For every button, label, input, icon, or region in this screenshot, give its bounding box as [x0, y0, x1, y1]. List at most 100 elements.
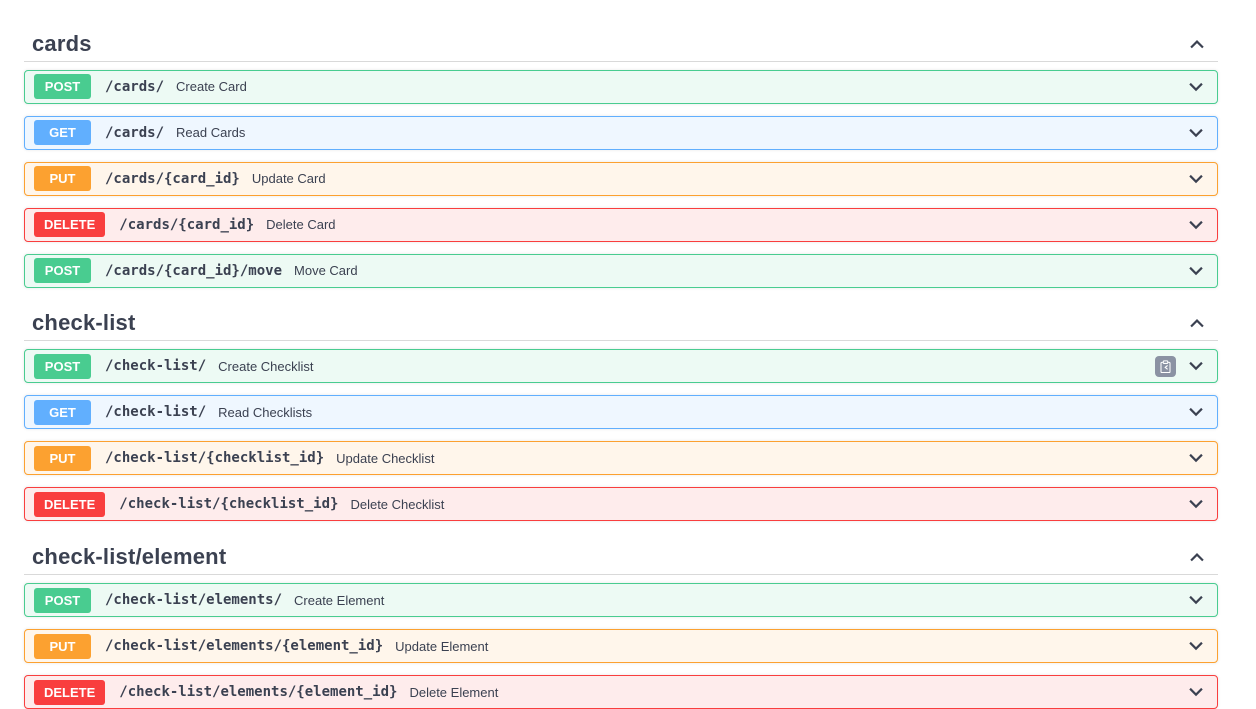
operation-row[interactable]: DELETE /cards/{card_id} Delete Card: [24, 207, 1218, 242]
chevron-down-icon: [1185, 493, 1207, 515]
method-badge: POST: [34, 258, 91, 284]
chevron-down-icon: [1185, 168, 1207, 190]
row-actions: [1185, 681, 1207, 703]
chevron-down-icon: [1185, 401, 1207, 423]
endpoint-summary: Create Element: [294, 592, 385, 608]
clipboard-icon: [1158, 359, 1173, 374]
operations-list: POST /check-list/ Create Checklist: [24, 349, 1218, 522]
operation-row[interactable]: POST /check-list/ Create Checklist: [24, 349, 1218, 384]
row-actions: [1185, 214, 1207, 236]
chevron-down-icon: [1185, 355, 1207, 377]
operation-row[interactable]: DELETE /check-list/{checklist_id} Delete…: [24, 487, 1218, 522]
expand-operation-button[interactable]: [1185, 447, 1207, 469]
expand-operation-button[interactable]: [1185, 168, 1207, 190]
chevron-down-icon: [1185, 635, 1207, 657]
expand-operation-button[interactable]: [1185, 589, 1207, 611]
row-actions: [1185, 401, 1207, 423]
operations-list: POST /check-list/elements/ Create Elemen…: [24, 583, 1218, 709]
row-actions: [1185, 589, 1207, 611]
expand-operation-button[interactable]: [1185, 635, 1207, 657]
expand-operation-button[interactable]: [1185, 493, 1207, 515]
row-actions: [1185, 122, 1207, 144]
endpoint-path: /cards/{card_id}: [105, 170, 240, 187]
chevron-down-icon: [1185, 76, 1207, 98]
tag-title: cards: [32, 30, 92, 56]
method-badge: POST: [34, 353, 91, 379]
operations-list: POST /cards/ Create Card GET /cards/ Rea…: [24, 69, 1218, 288]
row-actions: [1185, 260, 1207, 282]
tag-section: check-list/element POST /check-list/elem…: [24, 540, 1218, 709]
method-badge: GET: [34, 399, 91, 425]
method-badge: DELETE: [34, 679, 106, 705]
expand-operation-button[interactable]: [1185, 214, 1207, 236]
endpoint-path: /check-list/elements/{element_id}: [119, 684, 398, 701]
method-badge: POST: [34, 74, 91, 100]
method-badge: DELETE: [34, 212, 106, 238]
endpoint-path: /cards/: [105, 124, 165, 141]
expand-operation-button[interactable]: [1185, 122, 1207, 144]
endpoint-path: /check-list/elements/: [105, 592, 283, 609]
endpoint-summary: Read Checklists: [218, 404, 313, 420]
chevron-down-icon: [1185, 122, 1207, 144]
row-actions: [1185, 493, 1207, 515]
collapse-section-button[interactable]: [1186, 33, 1208, 55]
expand-operation-button[interactable]: [1185, 355, 1207, 377]
endpoint-summary: Update Checklist: [336, 450, 435, 466]
operation-row[interactable]: GET /check-list/ Read Checklists: [24, 395, 1218, 430]
endpoint-summary: Update Card: [251, 171, 326, 187]
operation-row[interactable]: PUT /check-list/{checklist_id} Update Ch…: [24, 441, 1218, 476]
chevron-down-icon: [1185, 260, 1207, 282]
endpoint-path: /check-list/elements/{element_id}: [105, 638, 384, 655]
expand-operation-button[interactable]: [1185, 681, 1207, 703]
chevron-up-icon: [1186, 33, 1208, 55]
endpoint-summary: Delete Checklist: [350, 496, 445, 512]
endpoint-summary: Delete Element: [409, 684, 499, 700]
row-actions: [1185, 76, 1207, 98]
method-badge: POST: [34, 587, 91, 613]
operation-row[interactable]: POST /check-list/elements/ Create Elemen…: [24, 583, 1218, 618]
operation-row[interactable]: DELETE /check-list/elements/{element_id}…: [24, 675, 1218, 709]
chevron-down-icon: [1185, 214, 1207, 236]
endpoint-path: /check-list/: [105, 404, 207, 421]
endpoint-summary: Update Element: [395, 638, 489, 654]
endpoint-path: /check-list/: [105, 358, 207, 375]
method-badge: PUT: [34, 445, 91, 471]
endpoint-summary: Create Card: [176, 79, 247, 95]
method-badge: PUT: [34, 166, 91, 192]
row-actions: [1185, 635, 1207, 657]
method-badge: DELETE: [34, 491, 106, 517]
endpoint-path: /check-list/{checklist_id}: [119, 496, 339, 513]
method-badge: GET: [34, 120, 91, 146]
tag-title: check-list: [32, 310, 136, 336]
tag-header[interactable]: cards: [24, 27, 1218, 62]
chevron-down-icon: [1185, 681, 1207, 703]
operation-row[interactable]: POST /cards/{card_id}/move Move Card: [24, 253, 1218, 288]
endpoint-summary: Read Cards: [176, 125, 246, 141]
clipboard-button[interactable]: [1155, 355, 1176, 377]
collapse-section-button[interactable]: [1186, 546, 1208, 568]
endpoint-summary: Create Checklist: [218, 358, 314, 374]
expand-operation-button[interactable]: [1185, 76, 1207, 98]
endpoint-summary: Move Card: [294, 263, 358, 279]
tag-header[interactable]: check-list/element: [24, 540, 1218, 576]
tag-header[interactable]: check-list: [24, 306, 1218, 342]
collapse-section-button[interactable]: [1186, 312, 1208, 334]
chevron-up-icon: [1186, 546, 1208, 568]
row-actions: [1155, 355, 1207, 377]
operation-row[interactable]: PUT /check-list/elements/{element_id} Up…: [24, 629, 1218, 664]
chevron-down-icon: [1185, 589, 1207, 611]
operation-row[interactable]: GET /cards/ Read Cards: [24, 115, 1218, 150]
expand-operation-button[interactable]: [1185, 401, 1207, 423]
method-badge: PUT: [34, 633, 91, 659]
tag-section: check-list POST /check-list/ Create Chec…: [24, 306, 1218, 522]
expand-operation-button[interactable]: [1185, 260, 1207, 282]
row-actions: [1185, 168, 1207, 190]
operation-row[interactable]: POST /cards/ Create Card: [24, 69, 1218, 104]
endpoint-path: /cards/{card_id}/move: [105, 262, 283, 279]
operation-row[interactable]: PUT /cards/{card_id} Update Card: [24, 161, 1218, 196]
endpoint-path: /cards/: [105, 78, 165, 95]
endpoint-path: /cards/{card_id}: [119, 216, 255, 233]
chevron-up-icon: [1186, 312, 1208, 334]
row-actions: [1185, 447, 1207, 469]
